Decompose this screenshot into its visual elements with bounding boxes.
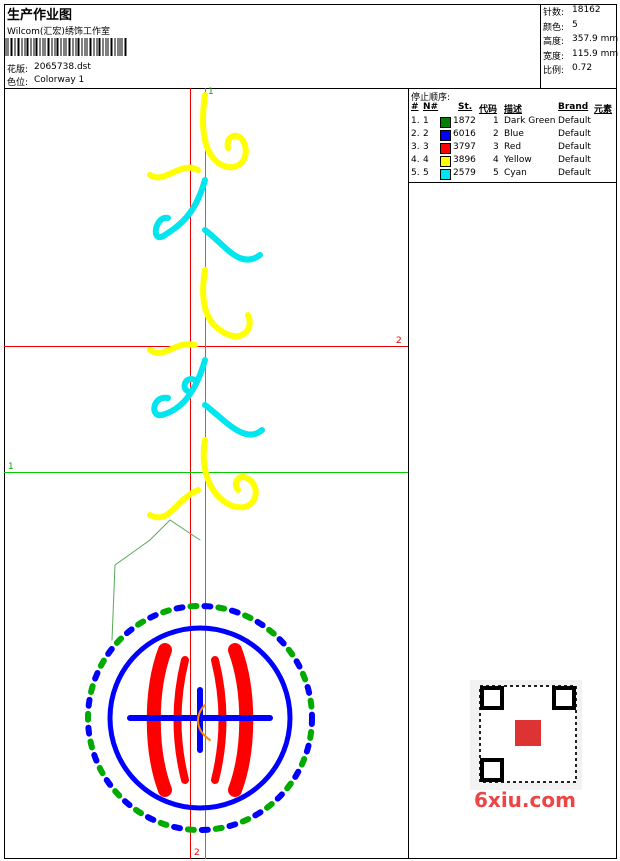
description: Cyan bbox=[504, 168, 527, 178]
code: 3 bbox=[493, 142, 499, 152]
barcode bbox=[5, 38, 127, 56]
brand: Default bbox=[558, 155, 591, 165]
code: 5 bbox=[493, 168, 499, 178]
code: 1 bbox=[493, 116, 499, 126]
stitches: 2579 bbox=[453, 168, 476, 178]
guide-label: 1 bbox=[8, 462, 14, 472]
row-num: 5. bbox=[411, 168, 420, 178]
stitches: 1872 bbox=[453, 116, 476, 126]
stat-value: 18162 bbox=[572, 5, 601, 15]
column-header: St. bbox=[458, 102, 473, 112]
stat-label: 针数: bbox=[543, 8, 565, 18]
title: 生产作业图 bbox=[7, 8, 73, 23]
column-header: 代码 bbox=[479, 105, 498, 115]
description: Blue bbox=[504, 129, 524, 139]
stitches: 3797 bbox=[453, 142, 476, 152]
brand: Default bbox=[558, 168, 591, 178]
stat-label: 高度: bbox=[543, 37, 565, 47]
colorway-label: 色位: bbox=[7, 78, 29, 88]
stat-value: 357.9 mm bbox=[572, 34, 619, 44]
guide-label: 1 bbox=[208, 87, 214, 97]
row-num: 2. bbox=[411, 129, 420, 139]
column-header: 描述 bbox=[504, 105, 523, 115]
description: Dark Green bbox=[504, 116, 556, 126]
row-num: 4. bbox=[411, 155, 420, 165]
code: 2 bbox=[493, 129, 499, 139]
stop-title: 停止顺序: bbox=[411, 93, 451, 103]
stat-value: 5 bbox=[572, 19, 578, 30]
stat-label: 比例: bbox=[543, 66, 565, 76]
design-label: 花版: bbox=[7, 65, 29, 75]
color-swatch bbox=[440, 156, 451, 167]
description: Red bbox=[504, 142, 522, 152]
column-header: 元素 bbox=[594, 105, 613, 115]
guide-label: 2 bbox=[396, 336, 402, 346]
stat-label: 颜色: bbox=[543, 22, 565, 33]
brand: Default bbox=[558, 129, 591, 139]
guide-label: 2 bbox=[194, 848, 200, 858]
row-num: 3. bbox=[411, 142, 420, 152]
embroidery-design bbox=[85, 92, 315, 833]
code: 4 bbox=[493, 155, 499, 165]
stat-value: 115.9 mm bbox=[572, 48, 619, 59]
column-header: # bbox=[411, 102, 419, 112]
column-header: Brand bbox=[558, 102, 589, 112]
watermark: 6xiu.com bbox=[474, 788, 576, 812]
qr-watermark bbox=[470, 680, 582, 790]
color-swatch bbox=[440, 130, 451, 141]
row-n: 3 bbox=[423, 142, 429, 152]
border bbox=[4, 4, 617, 859]
row-n: 5 bbox=[423, 168, 429, 178]
color-swatch bbox=[440, 169, 451, 180]
row-n: 4 bbox=[423, 155, 429, 165]
stitches: 6016 bbox=[453, 129, 476, 139]
stat-label: 宽度: bbox=[543, 51, 565, 62]
column-header: N# bbox=[423, 102, 439, 112]
brand: Default bbox=[558, 116, 591, 126]
studio: Wilcom(汇宏)绣饰工作室 bbox=[7, 27, 110, 37]
stat-value: 0.72 bbox=[572, 63, 593, 73]
color-swatch bbox=[440, 117, 451, 128]
colorway: Colorway 1 bbox=[34, 75, 85, 85]
color-swatch bbox=[440, 143, 451, 154]
row-num: 1. bbox=[411, 116, 420, 126]
stitches: 3896 bbox=[453, 155, 476, 165]
row-n: 1 bbox=[423, 116, 429, 126]
brand: Default bbox=[558, 142, 591, 152]
row-n: 2 bbox=[423, 129, 429, 139]
design: 2065738.dst bbox=[34, 62, 91, 72]
description: Yellow bbox=[504, 155, 532, 165]
